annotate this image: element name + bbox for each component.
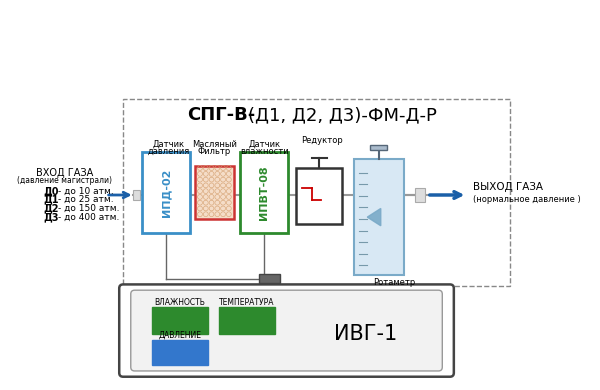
Bar (195, 166, 233, 219)
Text: Датчик: Датчик (248, 140, 280, 149)
Text: Редуктор: Редуктор (301, 136, 343, 145)
Bar (354, 160, 404, 275)
Text: - до 25 атм.: - до 25 атм. (58, 195, 113, 204)
Text: Д1: Д1 (43, 195, 59, 205)
FancyBboxPatch shape (131, 290, 442, 371)
Text: Ротаметр: Ротаметр (373, 278, 415, 287)
Text: Масляный: Масляный (192, 140, 237, 149)
Text: ДАВЛЕНИЕ: ДАВЛЕНИЕ (158, 331, 202, 340)
Bar (296, 168, 342, 224)
Text: Д2: Д2 (43, 204, 59, 213)
Bar (152, 340, 208, 365)
Text: (Д1, Д2, Д3)-ФМ-Д-Р: (Д1, Д2, Д3)-ФМ-Д-Р (248, 106, 437, 124)
Text: Д3: Д3 (43, 212, 59, 222)
Bar (259, 274, 280, 284)
Text: влажности: влажности (240, 147, 289, 156)
Text: ИВГ-1: ИВГ-1 (334, 324, 397, 344)
Text: ВХОД ГАЗА: ВХОД ГАЗА (36, 168, 93, 178)
Bar (142, 152, 190, 234)
Text: Д0: Д0 (43, 186, 59, 196)
Text: - до 10 атм.: - до 10 атм. (58, 187, 113, 196)
Bar (152, 307, 208, 334)
Bar (415, 188, 425, 202)
Text: СПГ-В-: СПГ-В- (187, 106, 256, 124)
Text: ИПД-02: ИПД-02 (161, 168, 172, 217)
Bar (241, 152, 289, 234)
Text: - до 400 атм.: - до 400 атм. (58, 213, 119, 222)
Bar (219, 307, 275, 334)
Text: ТЕМПЕРАТУРА: ТЕМПЕРАТУРА (220, 298, 275, 307)
Text: Датчик: Датчик (152, 140, 184, 149)
Polygon shape (367, 209, 381, 226)
Text: (давление магистрали): (давление магистрали) (17, 176, 112, 185)
FancyBboxPatch shape (119, 284, 454, 377)
Text: ВЫХОД ГАЗА: ВЫХОД ГАЗА (473, 182, 543, 192)
Text: Фильтр: Фильтр (198, 147, 231, 156)
Bar (123, 99, 509, 286)
Text: - до 150 атм.: - до 150 атм. (58, 204, 119, 213)
Text: ВЛАЖНОСТЬ: ВЛАЖНОСТЬ (154, 298, 205, 307)
Text: ИПВТ-08: ИПВТ-08 (259, 165, 269, 220)
Text: давления: давления (147, 147, 190, 156)
Bar (133, 190, 140, 200)
Text: (нормальное давление ): (нормальное давление ) (473, 195, 581, 204)
Bar (370, 145, 388, 150)
